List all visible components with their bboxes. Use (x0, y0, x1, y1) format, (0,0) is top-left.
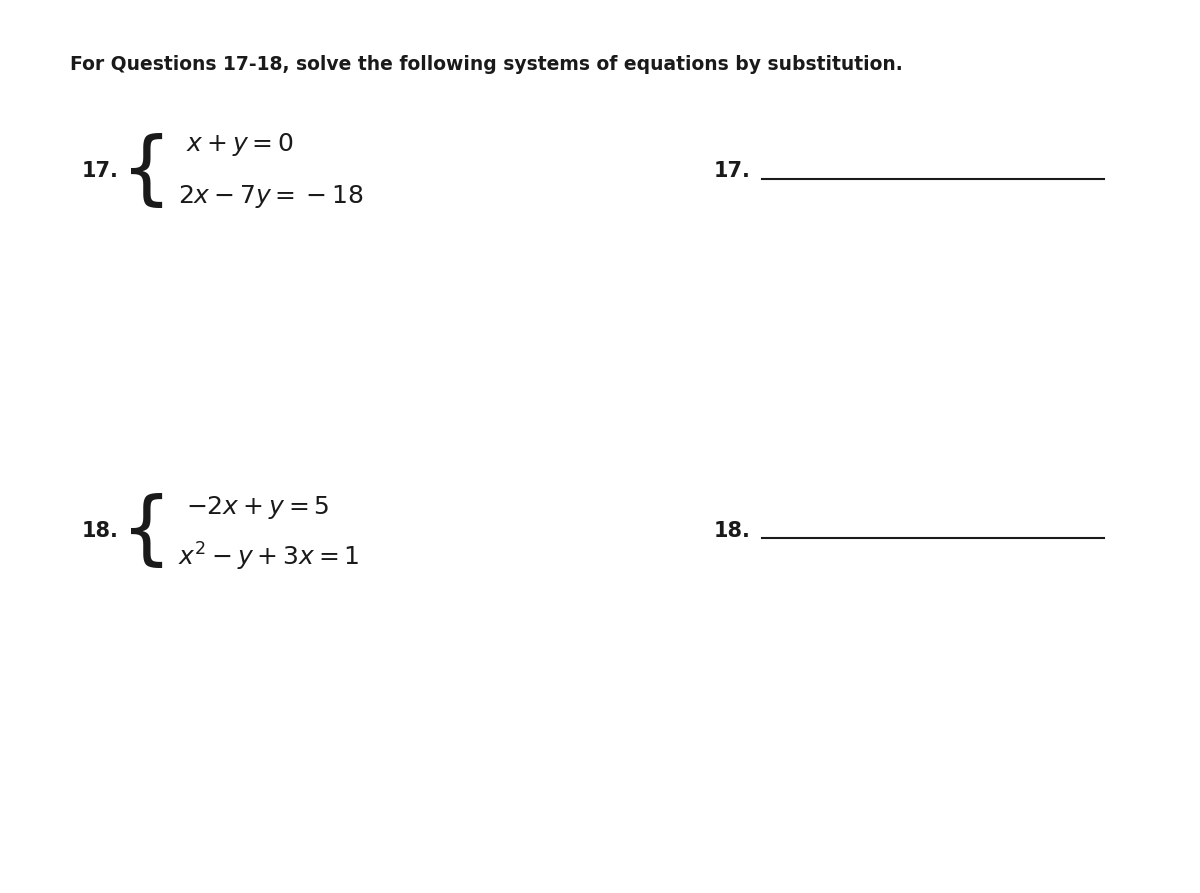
Text: For Questions 17-18, solve the following systems of equations by substitution.: For Questions 17-18, solve the following… (70, 55, 902, 74)
Text: 17.: 17. (714, 162, 751, 181)
Text: $2x - 7y = -18$: $2x - 7y = -18$ (178, 183, 364, 210)
Text: $x^2 - y + 3x = 1$: $x^2 - y + 3x = 1$ (178, 541, 359, 573)
Text: 17.: 17. (82, 162, 119, 181)
Text: 18.: 18. (714, 522, 751, 541)
Text: 18.: 18. (82, 522, 119, 541)
Text: $\{$: $\{$ (120, 492, 163, 571)
Text: $x + y = 0$: $x + y = 0$ (186, 131, 294, 158)
Text: $-2x + y = 5$: $-2x + y = 5$ (186, 494, 330, 521)
Text: $\{$: $\{$ (120, 132, 163, 211)
